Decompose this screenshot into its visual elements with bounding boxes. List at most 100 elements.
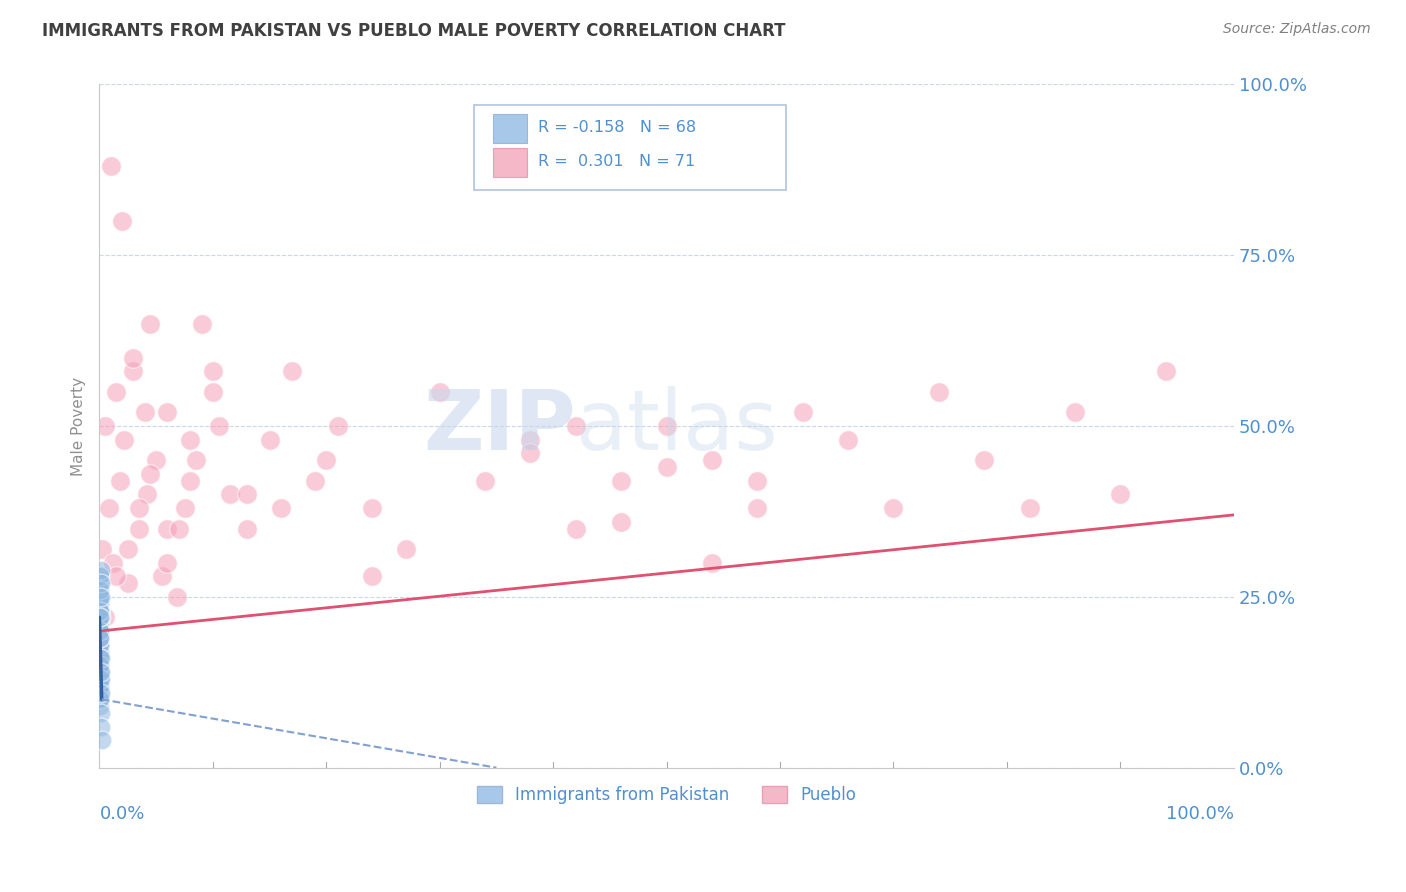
Point	[89, 590, 111, 604]
Point	[89, 692, 111, 706]
Point	[1154, 364, 1177, 378]
Point	[837, 433, 859, 447]
Point	[89, 617, 111, 632]
Point	[89, 692, 111, 706]
Point	[89, 631, 111, 645]
Point	[89, 658, 111, 673]
Point	[105, 569, 128, 583]
Point	[236, 522, 259, 536]
Point	[90, 563, 112, 577]
Point	[610, 474, 633, 488]
Point	[89, 685, 111, 699]
Point	[1018, 501, 1040, 516]
Point	[90, 665, 112, 679]
Point	[281, 364, 304, 378]
Point	[89, 569, 111, 583]
Text: IMMIGRANTS FROM PAKISTAN VS PUEBLO MALE POVERTY CORRELATION CHART: IMMIGRANTS FROM PAKISTAN VS PUEBLO MALE …	[42, 22, 786, 40]
Bar	[494, 114, 527, 143]
Text: 100.0%: 100.0%	[1166, 805, 1234, 823]
Point	[236, 487, 259, 501]
Text: ZIP: ZIP	[423, 385, 576, 467]
Text: R = -0.158   N = 68: R = -0.158 N = 68	[538, 120, 696, 135]
Point	[89, 631, 111, 645]
Point	[89, 672, 111, 686]
Point	[655, 419, 678, 434]
Point	[139, 467, 162, 481]
Point	[150, 569, 173, 583]
Point	[1109, 487, 1132, 501]
Point	[89, 610, 111, 624]
Point	[90, 576, 112, 591]
Point	[122, 351, 145, 365]
Point	[882, 501, 904, 516]
FancyBboxPatch shape	[474, 105, 786, 190]
Point	[270, 501, 292, 516]
Point	[89, 610, 111, 624]
Point	[190, 317, 212, 331]
Point	[89, 665, 111, 679]
Point	[89, 631, 111, 645]
Point	[89, 624, 111, 638]
Point	[128, 501, 150, 516]
Point	[89, 651, 111, 665]
Point	[219, 487, 242, 501]
Point	[1064, 405, 1087, 419]
Point	[700, 556, 723, 570]
Point	[259, 433, 281, 447]
Legend: Immigrants from Pakistan, Pueblo: Immigrants from Pakistan, Pueblo	[470, 779, 863, 811]
Point	[112, 433, 135, 447]
Point	[100, 160, 122, 174]
Point	[360, 569, 382, 583]
Point	[89, 699, 111, 714]
Point	[89, 665, 111, 679]
Point	[134, 405, 156, 419]
Point	[156, 522, 179, 536]
Point	[90, 733, 112, 747]
Point	[128, 522, 150, 536]
Point	[89, 672, 111, 686]
Point	[117, 576, 139, 591]
Point	[89, 679, 111, 693]
Point	[156, 556, 179, 570]
Point	[89, 603, 111, 617]
Point	[173, 501, 195, 516]
Point	[89, 582, 111, 597]
Point	[201, 364, 224, 378]
Point	[156, 405, 179, 419]
Point	[184, 453, 207, 467]
Point	[973, 453, 995, 467]
Point	[315, 453, 337, 467]
Point	[89, 590, 111, 604]
Point	[90, 706, 112, 720]
Point	[145, 453, 167, 467]
Point	[89, 638, 111, 652]
Point	[166, 590, 188, 604]
Point	[700, 453, 723, 467]
Point	[89, 597, 111, 611]
Point	[89, 665, 111, 679]
Point	[90, 610, 112, 624]
Point	[360, 501, 382, 516]
Point	[519, 433, 541, 447]
Point	[89, 631, 111, 645]
Point	[167, 522, 190, 536]
Point	[90, 590, 112, 604]
Point	[201, 384, 224, 399]
Point	[89, 597, 111, 611]
Point	[122, 364, 145, 378]
Point	[610, 515, 633, 529]
Point	[89, 582, 111, 597]
Point	[792, 405, 814, 419]
Point	[89, 679, 111, 693]
Point	[89, 692, 111, 706]
Point	[89, 576, 111, 591]
Point	[90, 651, 112, 665]
Point	[395, 542, 418, 557]
Point	[89, 658, 111, 673]
Point	[89, 638, 111, 652]
Point	[89, 603, 111, 617]
Point	[928, 384, 950, 399]
Point	[89, 590, 111, 604]
Point	[207, 419, 229, 434]
Point	[89, 644, 111, 658]
